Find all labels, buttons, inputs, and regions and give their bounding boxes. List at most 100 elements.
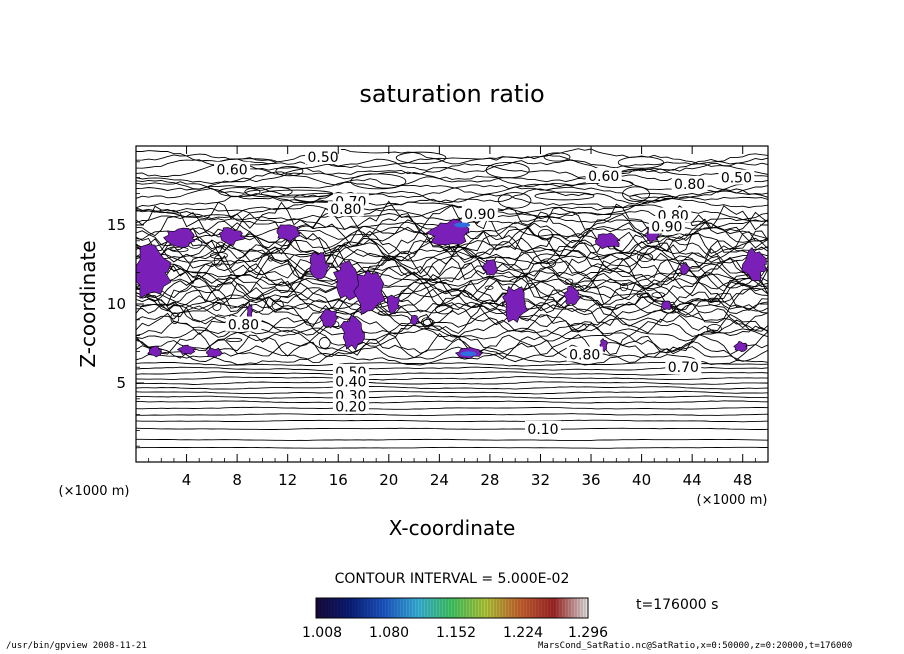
- contour-cell: [218, 187, 261, 197]
- supersaturated-region: [340, 314, 365, 351]
- supersaturated-region: [677, 261, 691, 276]
- contour-label: 0.80: [569, 348, 600, 364]
- contour-line: [136, 272, 768, 301]
- contour-cell: [216, 241, 225, 249]
- supersaturated-region: [176, 344, 196, 355]
- x-axis-unit: (×1000 m): [697, 493, 768, 508]
- contour-cell: [651, 291, 666, 298]
- contour-line: [136, 327, 768, 342]
- contour-line: [136, 277, 768, 290]
- contour-cell: [212, 302, 222, 311]
- supersaturated-region: [741, 247, 767, 282]
- x-axis-label: X-coordinate: [389, 516, 516, 540]
- contour-line: [136, 352, 768, 366]
- contour-line: [136, 331, 768, 357]
- z-axis-unit: (×1000 m): [59, 484, 130, 499]
- footer-right: MarsCond_SatRatio.nc@SatRatio,x=0:50000,…: [538, 641, 853, 651]
- x-tick-label: 48: [733, 471, 752, 489]
- contour-line: [136, 153, 768, 169]
- contour-cell: [534, 191, 595, 201]
- supersaturated-region: [660, 300, 674, 311]
- supersaturated-region: [333, 259, 362, 301]
- contour-cell: [497, 192, 532, 209]
- contour-line: [136, 299, 768, 327]
- contour-label: 0.80: [674, 177, 705, 193]
- contour-label: 0.50: [307, 150, 338, 166]
- footer-left: /usr/bin/gpview 2008-11-21: [6, 641, 147, 651]
- supersaturated-region: [136, 244, 172, 299]
- x-tick-label: 4: [182, 471, 192, 489]
- contour-interval: CONTOUR INTERVAL = 5.000E-02: [335, 571, 570, 587]
- x-tick-label: 24: [430, 471, 449, 489]
- z-tick-label: 5: [116, 374, 126, 392]
- contour-label-bg: [648, 218, 685, 234]
- contour-label-bg: [718, 169, 755, 185]
- contour-label: 0.50: [721, 171, 752, 187]
- contour-cell: [422, 318, 435, 327]
- contour-label: 0.60: [216, 163, 247, 179]
- supersaturated-region: [502, 285, 528, 323]
- high-saturation-core: [460, 351, 477, 357]
- contour-line: [136, 297, 768, 330]
- colorbar-tick-label: 1.152: [436, 625, 476, 641]
- supersaturated-regions: [136, 218, 767, 359]
- contour-line: [136, 361, 768, 367]
- contour-line: [136, 236, 768, 265]
- contour-cell: [564, 278, 574, 285]
- contour-line: [136, 338, 768, 361]
- contour-cell: [209, 251, 228, 260]
- contour-line: [136, 254, 768, 282]
- contour-line: [136, 178, 768, 195]
- contour-label-bg: [566, 346, 603, 362]
- contour-cell: [637, 252, 654, 262]
- colorbar-tick-label: 1.224: [503, 625, 543, 641]
- contour-cell: [629, 193, 673, 202]
- contour-line: [136, 395, 768, 399]
- contour-cell: [275, 166, 304, 177]
- contour-label: 0.60: [588, 169, 619, 185]
- contour-cell: [170, 312, 180, 324]
- colorbar-tick-label: 1.296: [568, 625, 608, 641]
- contour-cell: [226, 337, 243, 343]
- contour-line: [136, 371, 768, 376]
- contour-cell: [540, 258, 557, 269]
- contour-cell: [244, 186, 293, 198]
- contour-label-bg: [332, 373, 369, 389]
- contour-line: [136, 168, 768, 184]
- contour-line: [136, 366, 768, 371]
- contour-line: [136, 173, 768, 191]
- colorbar-tick-label: 1.008: [302, 625, 342, 641]
- contour-label-bg: [332, 398, 369, 414]
- supersaturated-region: [218, 227, 247, 246]
- contour-cell: [636, 292, 650, 299]
- contour-line: [136, 381, 768, 385]
- x-tick-label: 20: [379, 471, 398, 489]
- contour-label: 0.20: [335, 400, 366, 416]
- contour-label: 0.90: [464, 207, 495, 223]
- supersaturated-region: [564, 285, 582, 307]
- contour-label: 0.80: [228, 318, 259, 334]
- z-axis-label: Z-coordinate: [76, 240, 100, 367]
- z-tick-label: 10: [107, 295, 126, 313]
- contour-cell: [706, 324, 722, 334]
- z-tick-label: 15: [107, 216, 126, 234]
- supersaturated-region: [482, 259, 498, 276]
- contour-label-bg: [585, 168, 622, 184]
- contour-line: [136, 438, 768, 441]
- contour-cell: [538, 228, 553, 241]
- contour-line: [136, 390, 768, 395]
- contour-line: [136, 406, 768, 410]
- supersaturated-region: [276, 224, 303, 242]
- contour-cell: [350, 173, 407, 190]
- contour-line: [136, 419, 768, 423]
- contour-line: [136, 187, 768, 205]
- contour-cell: [169, 246, 189, 253]
- contour-label-bg: [671, 175, 708, 191]
- contour-cell: [617, 156, 665, 169]
- x-tick-label: 8: [232, 471, 242, 489]
- contour-line: [136, 400, 768, 404]
- contour-line: [136, 413, 768, 417]
- contour-cell: [569, 322, 587, 331]
- x-tick-label: 44: [683, 471, 702, 489]
- contour-lines: [136, 148, 768, 449]
